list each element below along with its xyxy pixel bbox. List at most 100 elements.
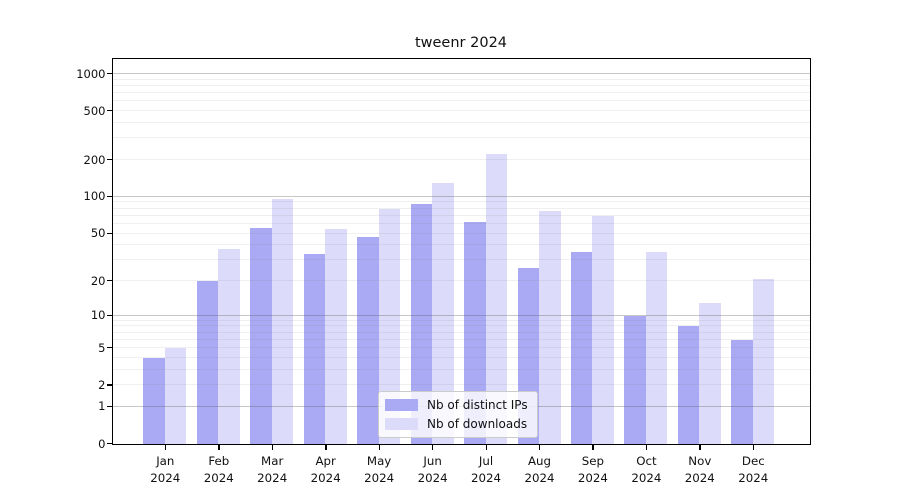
gridline bbox=[113, 325, 810, 327]
gridline bbox=[113, 214, 810, 216]
bar-downloads bbox=[325, 229, 347, 444]
bar-downloads bbox=[432, 182, 454, 444]
y-tick-label: 10 bbox=[90, 308, 106, 323]
bar-distinct-ips bbox=[464, 222, 486, 444]
legend-swatch-distinct-ips-icon bbox=[385, 399, 418, 411]
gridline bbox=[113, 356, 810, 358]
y-tick-label: 100 bbox=[83, 189, 106, 204]
gridline bbox=[113, 331, 810, 333]
x-tick-mark bbox=[752, 445, 755, 450]
gridline bbox=[113, 110, 810, 112]
grid-layer bbox=[113, 59, 810, 444]
bar-distinct-ips bbox=[303, 253, 326, 444]
y-tick-label: 1000 bbox=[76, 66, 106, 81]
y-tick-mark bbox=[107, 384, 112, 386]
x-tick-mark bbox=[164, 445, 167, 450]
gridline bbox=[113, 78, 810, 80]
x-tick-label: Sep 2024 bbox=[577, 453, 608, 485]
bar-distinct-ips bbox=[731, 339, 753, 444]
gridline bbox=[113, 319, 810, 321]
x-tick-label: Feb 2024 bbox=[203, 453, 234, 485]
y-tick-mark bbox=[107, 73, 112, 75]
gridline bbox=[113, 73, 810, 74]
bar-downloads bbox=[218, 249, 240, 444]
gridline bbox=[113, 85, 810, 86]
x-tick-label: May 2024 bbox=[364, 453, 395, 485]
legend-swatch-downloads-icon bbox=[385, 418, 418, 430]
bar-distinct-ips bbox=[570, 252, 593, 444]
x-tick-label: Oct 2024 bbox=[631, 453, 662, 485]
gridline bbox=[113, 201, 810, 203]
bars-layer bbox=[113, 59, 810, 444]
gridline bbox=[113, 244, 810, 246]
gridline bbox=[113, 195, 810, 197]
y-tick-mark bbox=[107, 280, 112, 282]
bar-downloads bbox=[699, 302, 721, 444]
y-tick-mark bbox=[107, 405, 112, 408]
y-tick-label: 200 bbox=[83, 152, 106, 167]
legend-label-downloads: Nb of downloads bbox=[427, 417, 528, 431]
bar-downloads bbox=[539, 210, 561, 444]
legend-item-downloads: Nb of downloads bbox=[385, 417, 528, 431]
gridline bbox=[113, 92, 810, 94]
y-tick-mark bbox=[107, 159, 112, 161]
bar-downloads bbox=[645, 252, 668, 444]
x-tick-label: Mar 2024 bbox=[257, 453, 288, 485]
y-tick-label: 1 bbox=[98, 399, 106, 414]
x-tick-mark bbox=[432, 445, 434, 450]
x-tick-mark bbox=[699, 445, 701, 450]
x-tick-label: Apr 2024 bbox=[310, 453, 341, 485]
x-tick-label: Nov 2024 bbox=[684, 453, 715, 485]
legend-label-distinct-ips: Nb of distinct IPs bbox=[427, 398, 528, 412]
gridline bbox=[113, 314, 810, 316]
x-tick-mark bbox=[218, 445, 220, 450]
gridline bbox=[113, 280, 810, 281]
x-tick-mark bbox=[271, 445, 274, 450]
gridline bbox=[113, 259, 810, 261]
gridline bbox=[113, 368, 810, 370]
y-tick-mark bbox=[107, 195, 112, 198]
x-tick-mark bbox=[592, 445, 594, 450]
gridline bbox=[113, 137, 810, 139]
x-tick-label: Aug 2024 bbox=[524, 453, 555, 485]
gridline bbox=[113, 159, 810, 160]
x-tick-mark bbox=[485, 445, 487, 450]
gridline bbox=[113, 122, 810, 123]
x-tick-label: Jul 2024 bbox=[470, 453, 502, 485]
y-tick-label: 5 bbox=[98, 340, 106, 355]
y-tick-label: 2 bbox=[98, 377, 106, 392]
y-tick-label: 20 bbox=[90, 273, 106, 288]
bar-distinct-ips bbox=[624, 315, 646, 444]
bar-distinct-ips bbox=[196, 281, 219, 444]
x-tick-mark bbox=[325, 445, 327, 450]
x-tick-label: Jan 2024 bbox=[150, 453, 181, 485]
gridline bbox=[113, 232, 810, 234]
legend: Nb of distinct IPs Nb of downloads bbox=[378, 391, 538, 438]
bar-downloads bbox=[164, 348, 187, 444]
y-tick-label: 500 bbox=[83, 103, 106, 118]
gridline bbox=[113, 384, 810, 386]
x-tick-mark bbox=[539, 445, 541, 450]
gridline bbox=[113, 100, 810, 102]
bar-downloads bbox=[592, 215, 614, 444]
y-tick-mark bbox=[107, 443, 112, 445]
legend-item-distinct-ips: Nb of distinct IPs bbox=[385, 398, 528, 412]
chart-title: tweenr 2024 bbox=[414, 35, 508, 51]
y-tick-mark bbox=[107, 314, 112, 316]
x-tick-label: Dec 2024 bbox=[738, 453, 769, 485]
bar-downloads bbox=[271, 198, 294, 444]
bar-downloads bbox=[378, 208, 401, 444]
bar-downloads bbox=[752, 278, 775, 444]
bar-distinct-ips bbox=[410, 203, 433, 444]
bar-distinct-ips bbox=[677, 326, 700, 444]
bar-distinct-ips bbox=[357, 236, 379, 444]
gridline bbox=[113, 207, 810, 209]
y-tick-label: 50 bbox=[90, 226, 106, 240]
y-tick-mark bbox=[107, 347, 112, 349]
gridline bbox=[113, 222, 810, 224]
gridline bbox=[113, 347, 810, 349]
bar-distinct-ips bbox=[250, 228, 272, 444]
bar-downloads bbox=[485, 153, 507, 444]
y-tick-mark bbox=[107, 232, 112, 234]
